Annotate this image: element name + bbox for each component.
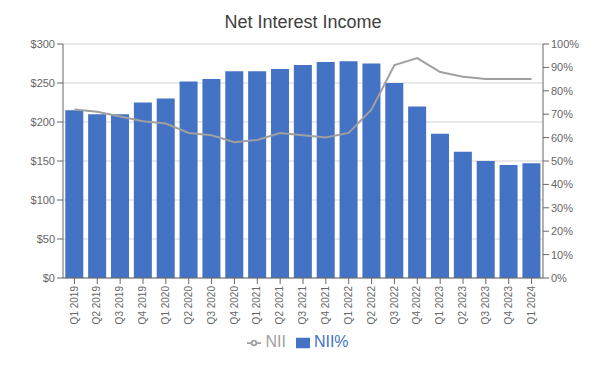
svg-text:Q4 2019: Q4 2019 bbox=[137, 286, 148, 325]
svg-text:Q2 2019: Q2 2019 bbox=[91, 286, 102, 325]
svg-text:Q4 2020: Q4 2020 bbox=[229, 286, 240, 325]
svg-text:Q3 2022: Q3 2022 bbox=[389, 286, 400, 325]
svg-text:$0: $0 bbox=[43, 272, 55, 284]
svg-text:Q3 2023: Q3 2023 bbox=[480, 286, 491, 325]
svg-text:Q3 2019: Q3 2019 bbox=[114, 286, 125, 325]
svg-text:$150: $150 bbox=[31, 155, 55, 167]
svg-text:90%: 90% bbox=[551, 61, 573, 73]
svg-text:Q3 2020: Q3 2020 bbox=[206, 286, 217, 325]
svg-text:Q4 2023: Q4 2023 bbox=[503, 286, 514, 325]
svg-text:$300: $300 bbox=[31, 38, 55, 50]
svg-text:Q2 2021: Q2 2021 bbox=[274, 286, 285, 325]
html-text:Net Interest Income: Net Interest Income bbox=[224, 12, 382, 32]
svg-text:10%: 10% bbox=[551, 249, 573, 261]
svg-text:30%: 30% bbox=[551, 202, 573, 214]
svg-text:50%: 50% bbox=[551, 155, 573, 167]
html-text:NII: NII bbox=[265, 333, 286, 350]
svg-text:Q4 2022: Q4 2022 bbox=[411, 286, 422, 325]
svg-text:$100: $100 bbox=[31, 194, 55, 206]
svg-text:0%: 0% bbox=[551, 272, 567, 284]
svg-text:Q3 2021: Q3 2021 bbox=[297, 286, 308, 325]
html-text:NII%: NII% bbox=[313, 333, 349, 350]
svg-text:Q1 2024: Q1 2024 bbox=[526, 286, 537, 325]
svg-text:Q1 2023: Q1 2023 bbox=[434, 286, 445, 325]
svg-text:60%: 60% bbox=[551, 132, 573, 144]
svg-text:$250: $250 bbox=[31, 77, 55, 89]
svg-text:$200: $200 bbox=[31, 116, 55, 128]
svg-text:$50: $50 bbox=[37, 233, 55, 245]
svg-text:Q1 2019: Q1 2019 bbox=[69, 286, 80, 325]
svg-text:Q1 2020: Q1 2020 bbox=[160, 286, 171, 325]
svg-text:Q1 2021: Q1 2021 bbox=[251, 286, 262, 325]
svg-text:Q2 2023: Q2 2023 bbox=[457, 286, 468, 325]
svg-text:Q1 2022: Q1 2022 bbox=[343, 286, 354, 325]
svg-text:70%: 70% bbox=[551, 108, 573, 120]
svg-text:Q4 2021: Q4 2021 bbox=[320, 286, 331, 325]
svg-text:Q2 2020: Q2 2020 bbox=[183, 286, 194, 325]
svg-text:80%: 80% bbox=[551, 85, 573, 97]
svg-text:40%: 40% bbox=[551, 178, 573, 190]
svg-text:Q2 2022: Q2 2022 bbox=[366, 286, 377, 325]
svg-text:100%: 100% bbox=[551, 38, 579, 50]
svg-text:20%: 20% bbox=[551, 225, 573, 237]
